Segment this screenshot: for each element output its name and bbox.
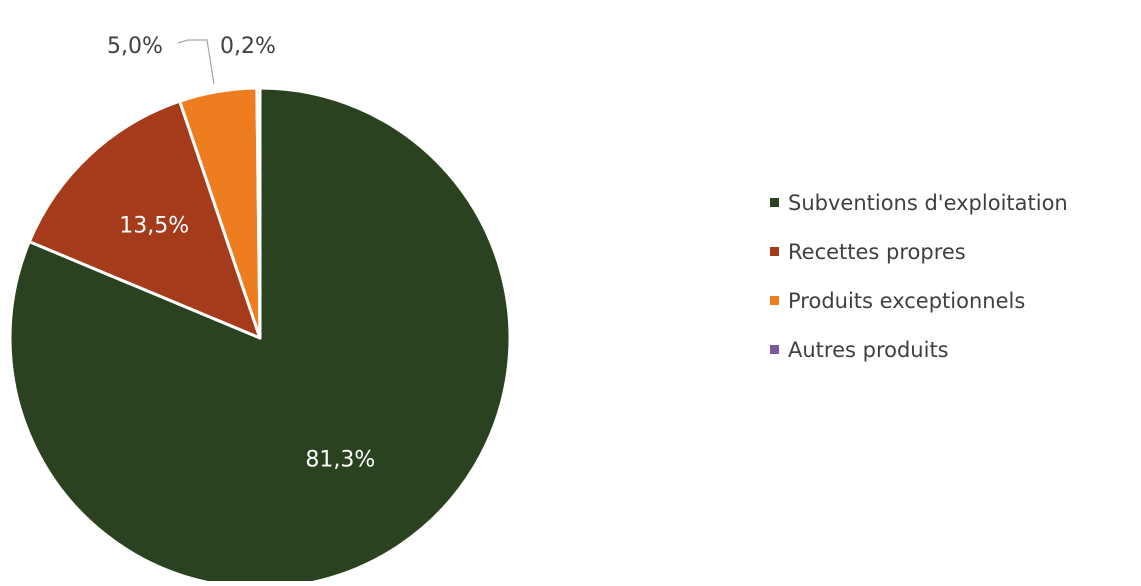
pie-slice [27,99,262,340]
data-label: 13,5% [119,214,189,239]
legend-label: Autres produits [788,337,949,362]
data-label: 0,2% [220,34,276,59]
legend-swatch [770,247,779,256]
legend-swatch [770,198,779,207]
legend-item: Subventions d'exploitation [770,178,1068,227]
legend-item: Recettes propres [770,227,1068,276]
legend-swatch [770,345,779,354]
legend-label: Produits exceptionnels [788,288,1026,313]
chart-legend: Subventions d'exploitation Recettes propr… [770,178,1068,374]
legend-label: Recettes propres [788,239,966,264]
data-label: 5,0% [107,34,163,59]
legend-swatch [770,296,779,305]
legend-item: Produits exceptionnels [770,276,1068,325]
legend-item: Autres produits [770,325,1068,374]
leader-line [177,39,215,85]
data-label: 81,3% [305,448,375,473]
pie-slice [255,86,262,340]
legend-label: Subventions d'exploitation [788,190,1068,215]
